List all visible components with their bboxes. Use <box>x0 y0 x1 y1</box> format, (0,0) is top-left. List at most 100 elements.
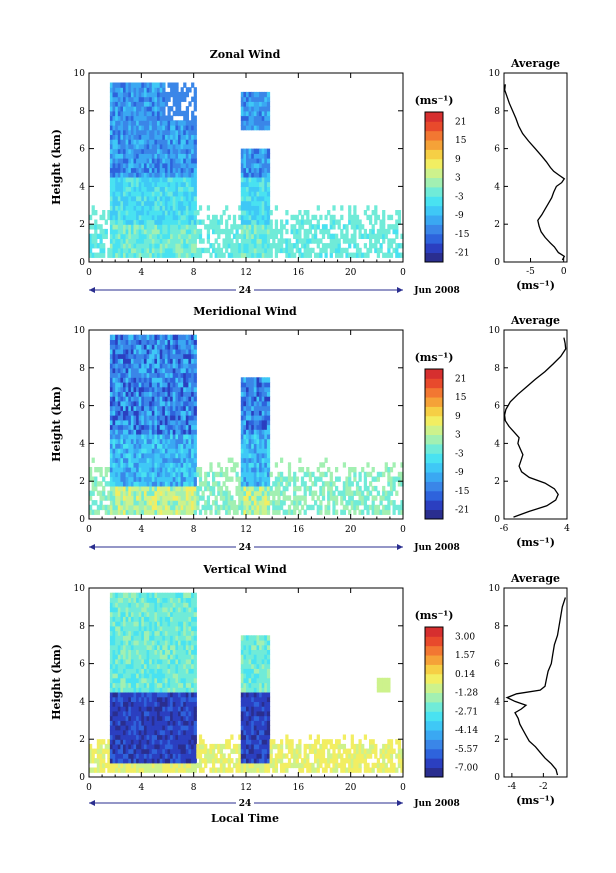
heatmap-cell <box>366 485 370 492</box>
heatmap-cell <box>154 597 158 603</box>
heatmap-cell <box>167 339 171 345</box>
heatmap-cell <box>172 415 176 421</box>
heatmap-cell <box>130 611 135 617</box>
heatmap-cell <box>240 476 245 482</box>
heatmap-cell <box>379 219 383 225</box>
heatmap-cell <box>109 101 114 107</box>
heatmap-cell <box>146 476 150 482</box>
heatmap-cell <box>115 692 119 698</box>
heatmap-cell <box>91 481 95 487</box>
heatmap-cell <box>149 504 153 511</box>
heatmap-cell <box>172 424 176 430</box>
heatmap-cell <box>157 400 161 407</box>
heatmap-cell <box>151 753 156 759</box>
colorbar-frame <box>424 368 444 520</box>
heatmap-cell <box>175 509 179 515</box>
heatmap-cell <box>125 191 129 197</box>
heatmap-cell <box>374 504 378 511</box>
heatmap-cell <box>248 106 252 112</box>
heatmap-cell <box>246 377 250 383</box>
heatmap-cell <box>146 339 150 345</box>
heatmap-cell <box>159 476 163 482</box>
heatmap-cell <box>395 243 399 249</box>
heatmap-cell <box>136 96 140 102</box>
heatmap-cell <box>164 433 169 440</box>
heatmap-cell <box>133 611 137 617</box>
heatmap-cell <box>125 186 129 192</box>
heatmap-cell <box>193 353 197 359</box>
heatmap-cell <box>115 115 119 121</box>
colorbar-swatch <box>425 187 443 197</box>
heatmap-cell <box>123 500 127 506</box>
heatmap-cell <box>115 405 119 411</box>
heatmap-cell <box>238 252 242 258</box>
heatmap-cell <box>180 400 184 407</box>
heatmap-cell <box>157 415 161 421</box>
heatmap-cell <box>138 649 142 655</box>
heatmap-cell <box>183 504 187 511</box>
heatmap-cell <box>141 358 145 364</box>
heatmap-cell <box>264 457 268 463</box>
heatmap-cell <box>183 386 187 393</box>
heatmap-cell <box>120 339 124 345</box>
heatmap-cell <box>170 348 174 355</box>
heatmap-cell <box>172 457 176 463</box>
heatmap-cell <box>94 243 98 249</box>
heatmap-cell <box>159 120 163 126</box>
heatmap-cell <box>340 500 344 506</box>
heatmap-cell <box>151 625 156 632</box>
heatmap-cell <box>261 110 265 117</box>
heatmap-cell <box>138 663 142 669</box>
heatmap-cell <box>164 372 169 378</box>
heatmap-cell <box>248 233 252 240</box>
heatmap-cell <box>143 743 148 750</box>
heatmap-cell <box>109 200 114 206</box>
heatmap-cell <box>141 635 145 641</box>
heatmap-cell <box>123 616 127 622</box>
colorbar-tick-label: 21 <box>455 374 466 384</box>
heatmap-cell <box>259 158 263 164</box>
heatmap-cell <box>112 210 116 216</box>
heatmap-cell <box>109 186 114 192</box>
heatmap-cell <box>206 481 211 487</box>
heatmap-cell <box>130 452 135 459</box>
heatmap-cell <box>136 715 140 721</box>
heatmap-cell <box>133 82 137 88</box>
heatmap-cell <box>130 162 135 169</box>
heatmap-cell <box>178 252 182 258</box>
heatmap-cell <box>178 424 182 430</box>
heatmap-cell <box>298 457 302 463</box>
heatmap-cell <box>157 363 161 369</box>
heatmap-cell <box>253 176 258 183</box>
heatmap-cell <box>112 462 116 468</box>
heatmap-cell <box>222 210 226 216</box>
heatmap-cell <box>149 462 153 468</box>
heatmap-cell <box>266 238 271 244</box>
heatmap-cell <box>149 495 153 501</box>
heatmap-cell <box>253 485 258 492</box>
heatmap-cell <box>256 410 260 416</box>
heatmap-cell <box>261 219 265 225</box>
heatmap-cell <box>115 143 119 150</box>
heatmap-cell <box>89 767 93 773</box>
heatmap-cell <box>366 504 370 511</box>
heatmap-cell <box>112 82 116 88</box>
heatmap-cell <box>162 186 166 192</box>
heatmap-cell <box>136 433 140 440</box>
heatmap-cell <box>272 500 276 506</box>
heatmap-cell <box>248 243 252 249</box>
heatmap-cell <box>130 410 135 416</box>
heatmap-cell <box>191 153 195 159</box>
heatmap-cell <box>149 611 153 617</box>
heatmap-cell <box>149 238 153 244</box>
heatmap-cell <box>264 504 268 511</box>
heatmap-cell <box>227 509 231 515</box>
heatmap-cell <box>133 139 137 145</box>
heatmap-cell <box>120 654 124 660</box>
heatmap-cell <box>295 243 299 249</box>
heatmap-cell <box>180 162 184 169</box>
heatmap-cell <box>109 377 114 383</box>
heatmap-cell <box>115 597 119 603</box>
heatmap-cell <box>170 481 174 487</box>
heatmap-cell <box>392 481 396 487</box>
